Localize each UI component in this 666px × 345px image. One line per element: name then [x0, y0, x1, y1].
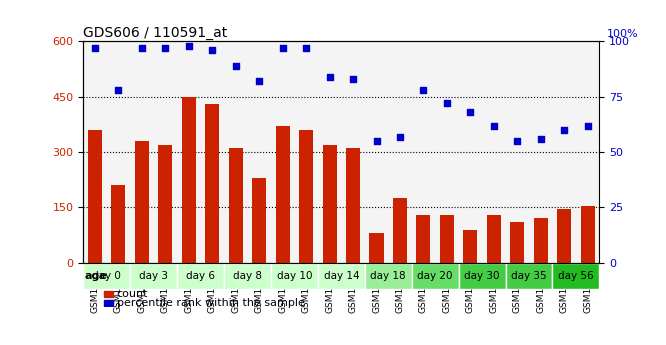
Text: age: age [85, 271, 107, 281]
Bar [533, 218, 547, 263]
Point [488, 123, 499, 128]
FancyBboxPatch shape [553, 263, 599, 289]
Bar [464, 229, 478, 263]
FancyBboxPatch shape [365, 263, 412, 289]
Text: day 6: day 6 [186, 271, 215, 281]
Bar [104, 300, 113, 306]
Point [113, 87, 124, 93]
FancyBboxPatch shape [459, 263, 505, 289]
Point [535, 136, 546, 141]
Point [418, 87, 429, 93]
Bar [393, 198, 407, 263]
FancyBboxPatch shape [318, 263, 365, 289]
Text: day 14: day 14 [324, 271, 359, 281]
Bar [416, 215, 430, 263]
Text: count: count [117, 289, 149, 299]
Bar [299, 130, 313, 263]
Point [254, 78, 264, 84]
Text: day 20: day 20 [418, 271, 453, 281]
Text: day 0: day 0 [93, 271, 121, 281]
Bar [104, 291, 113, 297]
Point [559, 127, 569, 133]
Bar [440, 215, 454, 263]
Point [442, 101, 452, 106]
FancyBboxPatch shape [130, 263, 177, 289]
Point [184, 43, 194, 49]
Text: 100%: 100% [607, 29, 638, 39]
FancyBboxPatch shape [177, 263, 224, 289]
Text: day 18: day 18 [370, 271, 406, 281]
Text: day 30: day 30 [464, 271, 500, 281]
FancyBboxPatch shape [271, 263, 318, 289]
Text: day 56: day 56 [558, 271, 594, 281]
Point [277, 45, 288, 51]
Text: percentile rank within the sample: percentile rank within the sample [117, 298, 304, 308]
Bar [135, 141, 149, 263]
Bar [252, 178, 266, 263]
FancyBboxPatch shape [505, 263, 553, 289]
Point [137, 45, 147, 51]
Point [324, 74, 335, 80]
Text: day 3: day 3 [139, 271, 168, 281]
FancyBboxPatch shape [83, 263, 130, 289]
Bar [346, 148, 360, 263]
Text: day 10: day 10 [276, 271, 312, 281]
Bar [159, 145, 172, 263]
Bar [182, 97, 196, 263]
Point [160, 45, 170, 51]
FancyBboxPatch shape [412, 263, 459, 289]
Point [90, 45, 101, 51]
Bar [581, 206, 595, 263]
Bar [557, 209, 571, 263]
Point [230, 63, 241, 69]
FancyBboxPatch shape [224, 263, 271, 289]
Point [348, 76, 358, 82]
Point [395, 134, 406, 139]
Bar [88, 130, 102, 263]
Point [301, 45, 312, 51]
Bar [228, 148, 243, 263]
Bar [322, 145, 336, 263]
Bar [276, 126, 290, 263]
Text: GDS606 / 110591_at: GDS606 / 110591_at [83, 26, 228, 40]
Bar [487, 215, 501, 263]
Point [582, 123, 593, 128]
Bar [111, 185, 125, 263]
Point [371, 138, 382, 144]
Point [207, 48, 218, 53]
Bar [205, 104, 219, 263]
Point [512, 138, 523, 144]
Bar [510, 222, 524, 263]
Text: day 35: day 35 [511, 271, 547, 281]
Text: day 8: day 8 [233, 271, 262, 281]
Point [465, 109, 476, 115]
Bar [370, 233, 384, 263]
